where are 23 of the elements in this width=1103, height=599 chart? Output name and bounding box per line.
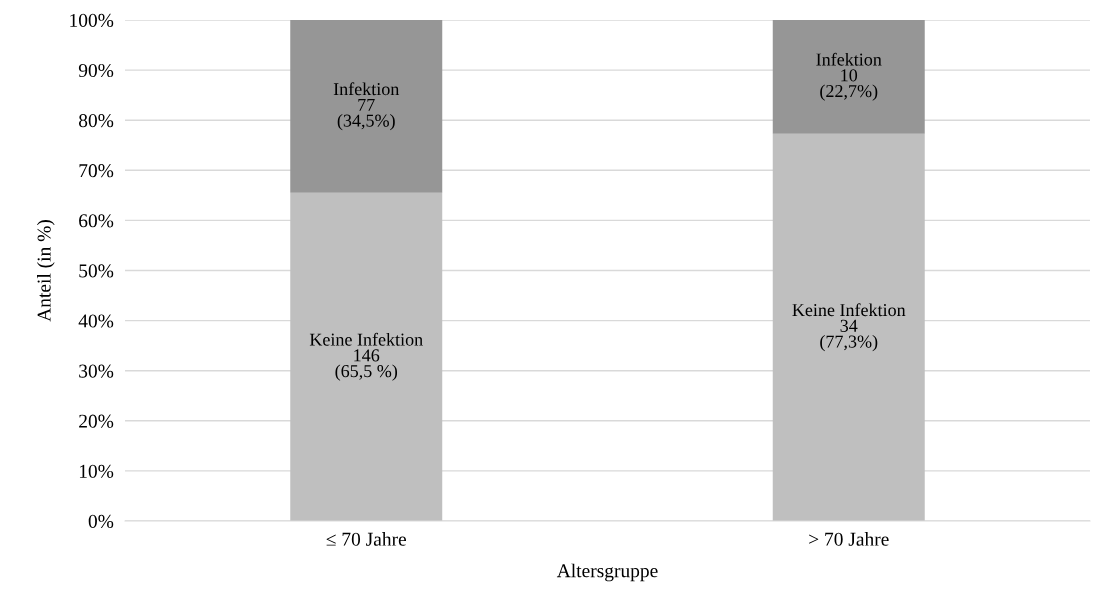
y-tick-label: 30% — [79, 364, 114, 378]
y-tick-label: 0% — [88, 514, 114, 528]
y-tick-label: 50% — [79, 264, 114, 278]
bar — [290, 192, 443, 521]
data-label: Keine Infektion 146 (65,5 %) — [309, 332, 423, 381]
y-tick-label: 80% — [78, 114, 114, 128]
data-label: Infektion 10 (22,7%) — [816, 52, 882, 101]
x-axis-title: Altersgruppe — [556, 563, 658, 582]
y-axis-title: Anteil (in %) — [37, 220, 55, 322]
y-tick-label: 20% — [79, 414, 114, 428]
bar — [290, 20, 443, 193]
data-label: Keine Infektion 34 (77,3%) — [792, 303, 906, 352]
y-tick-label: 100% — [70, 13, 114, 27]
x-tick-label: ≤ 70 Jahre — [326, 532, 407, 546]
bar — [772, 20, 925, 134]
y-tick-label: 70% — [79, 164, 114, 178]
y-tick-label: 10% — [79, 464, 114, 478]
data-label: Infektion 77 (34,5%) — [333, 82, 400, 131]
y-tick-label: 60% — [79, 214, 114, 228]
y-tick-label: 40% — [78, 314, 114, 328]
y-tick-label: 90% — [78, 63, 114, 78]
bar — [772, 133, 925, 521]
x-tick-label: > 70 Jahre — [809, 532, 889, 546]
